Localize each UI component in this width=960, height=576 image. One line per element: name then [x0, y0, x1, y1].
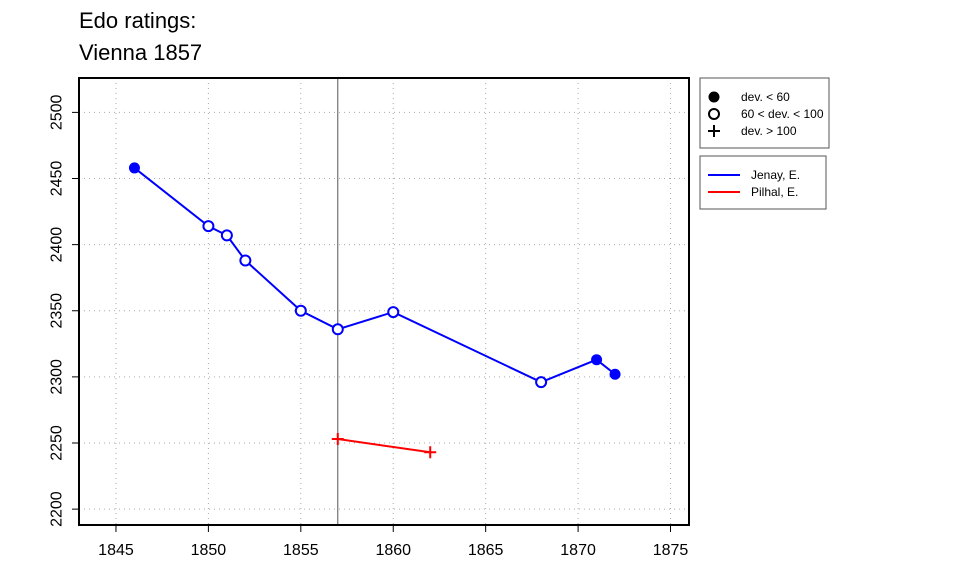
- grid: [79, 78, 689, 525]
- x-tick-label: 1855: [283, 542, 319, 559]
- y-tick-label: 2500: [49, 94, 66, 130]
- data-point-open: [535, 376, 548, 389]
- data-point-filled: [609, 368, 621, 380]
- data-point-open: [331, 323, 344, 336]
- series-legend-box: [699, 155, 827, 210]
- data-point-open: [387, 306, 400, 319]
- data-point-open: [294, 304, 307, 317]
- x-tick-label: 1860: [375, 542, 411, 559]
- marker-legend-box: [699, 77, 830, 149]
- data-point-filled: [591, 354, 603, 366]
- series-legend-label: Pilhal, E.: [751, 185, 798, 199]
- axes: 1845 1850 1855 1860 1865 1870 1875 2200 2250 2300…: [49, 94, 689, 559]
- series-pilhal-e: [331, 433, 437, 459]
- x-tick-label: 1875: [653, 542, 689, 559]
- data-point-open: [708, 108, 720, 120]
- chart-title-line-2: Vienna 1857: [79, 40, 203, 65]
- x-tick-label: 1870: [560, 542, 596, 559]
- marker-legend-label: 60 < dev. < 100: [741, 107, 824, 121]
- marker-legend-label: dev. > 100: [741, 124, 797, 138]
- data-point-open: [202, 220, 215, 233]
- y-tick-label: 2400: [49, 227, 66, 263]
- data-point-plus: [331, 433, 344, 446]
- data-point-plus: [708, 125, 720, 137]
- x-tick-label: 1845: [98, 542, 134, 559]
- marker-legend-label: dev. < 60: [741, 90, 790, 104]
- legends: dev. < 60 60 < dev. < 100 dev. > 100 Jenay,…: [699, 77, 830, 210]
- y-tick-label: 2350: [49, 293, 66, 329]
- y-tick-label: 2200: [49, 491, 66, 527]
- series-line: [133, 167, 616, 384]
- data-point-filled: [128, 162, 140, 174]
- data-point-filled: [708, 91, 720, 103]
- data-point-plus: [424, 446, 437, 459]
- y-tick-label: 2250: [49, 425, 66, 461]
- y-tick-label: 2450: [49, 161, 66, 197]
- data-point-open: [220, 229, 233, 242]
- y-tick-label: 2300: [49, 359, 66, 395]
- chart-title-line-1: Edo ratings:: [79, 8, 197, 33]
- data-point-open: [239, 254, 252, 267]
- plot-frame: [78, 77, 690, 526]
- x-tick-label: 1850: [191, 542, 227, 559]
- x-tick-label: 1865: [468, 542, 504, 559]
- series-group: [128, 162, 621, 459]
- series-jenay-e: [128, 162, 621, 389]
- series-line: [337, 438, 431, 454]
- series-legend-label: Jenay, E.: [751, 168, 800, 182]
